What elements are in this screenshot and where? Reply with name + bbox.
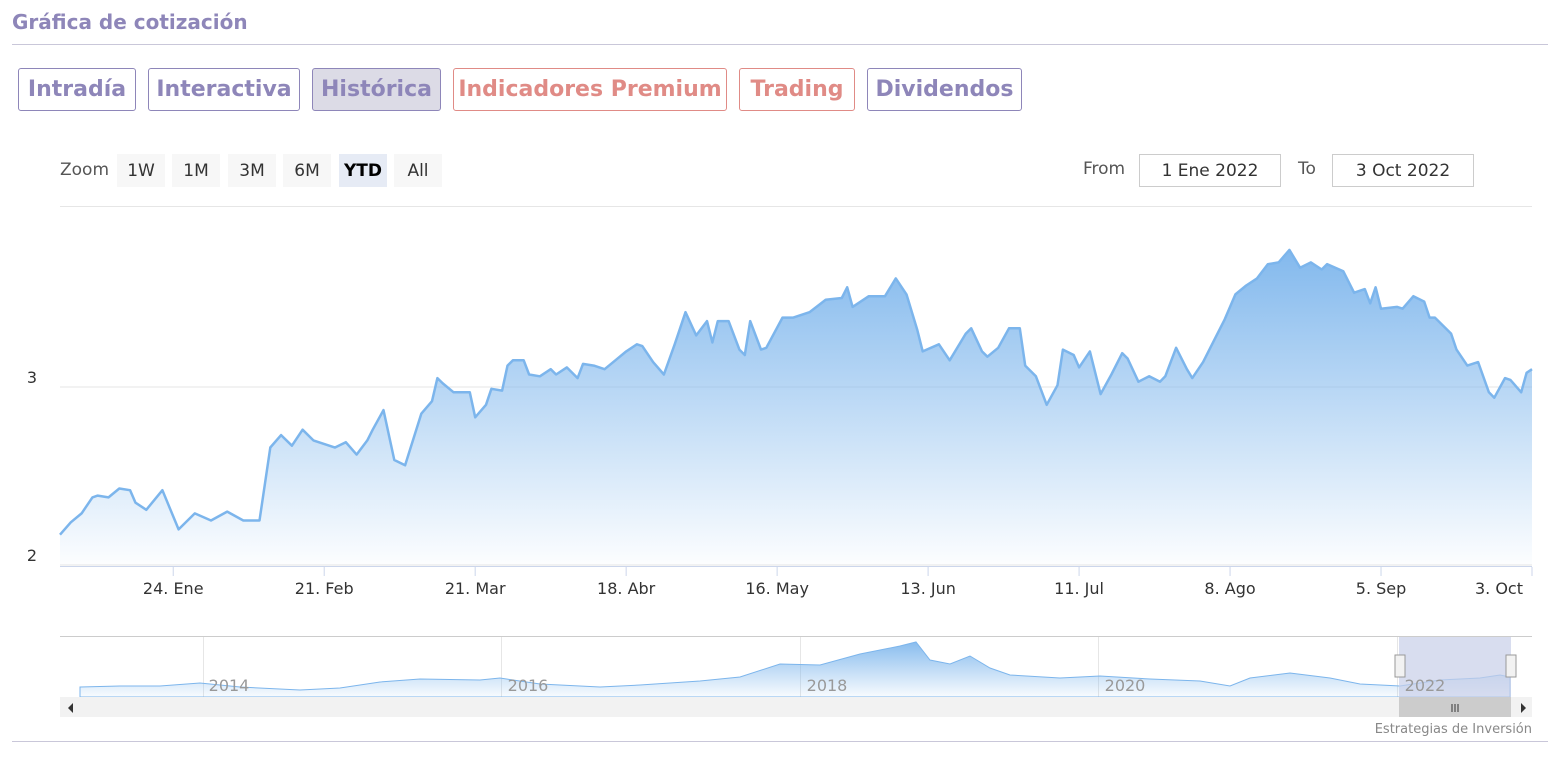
tab[interactable]: Histórica (312, 68, 441, 111)
x-tick-label: 5. Sep (1356, 579, 1407, 598)
tab[interactable]: Interactiva (148, 68, 300, 111)
x-tick-label: 18. Abr (597, 579, 656, 598)
x-tick-label: 3. Oct (1475, 579, 1523, 598)
x-tick-label: 21. Feb (295, 579, 354, 598)
tab[interactable]: Intradía (18, 68, 136, 111)
zoom-label: Zoom (60, 160, 110, 180)
tab[interactable]: Indicadores Premium (453, 68, 727, 111)
to-input[interactable]: 3 Oct 2022 (1332, 154, 1474, 187)
line (59, 248, 1533, 536)
credit: Estrategias de Inversión (1375, 722, 1532, 737)
from-label: From (1083, 159, 1126, 179)
zoom-button[interactable]: 1W (117, 154, 165, 187)
section-title: Gráfica de cotización (12, 10, 248, 34)
navigator (60, 636, 1532, 717)
zoom-button[interactable]: All (394, 154, 442, 187)
x-tick-label: 8. Ago (1204, 579, 1255, 598)
zoom-button[interactable]: 1M (172, 154, 220, 187)
tab[interactable]: Dividendos (867, 68, 1022, 111)
zoom-button[interactable]: 6M (283, 154, 331, 187)
zoom-button[interactable]: YTD (339, 154, 387, 187)
navigator-label: 2020 (1105, 676, 1146, 695)
x-tick-label: 21. Mar (445, 579, 506, 598)
zoom-button[interactable]: 3M (228, 154, 276, 187)
divider (12, 44, 1548, 45)
divider (12, 741, 1548, 742)
x-tick-label: 13. Jun (900, 579, 956, 598)
navigator-label: 2016 (508, 676, 549, 695)
x-tick-label: 24. Ene (143, 579, 204, 598)
y-tick-label: 2 (27, 546, 37, 565)
to-label: To (1298, 159, 1316, 179)
tab[interactable]: Trading (739, 68, 855, 111)
x-tick-label: 11. Jul (1054, 579, 1104, 598)
y-tick-label: 3 (27, 368, 37, 387)
navigator-label: 2014 (209, 676, 250, 695)
area (60, 249, 1532, 565)
navigator-label: 2022 (1405, 676, 1446, 695)
x-tick-label: 16. May (745, 579, 809, 598)
navigator-label: 2018 (807, 676, 848, 695)
from-input[interactable]: 1 Ene 2022 (1139, 154, 1281, 187)
